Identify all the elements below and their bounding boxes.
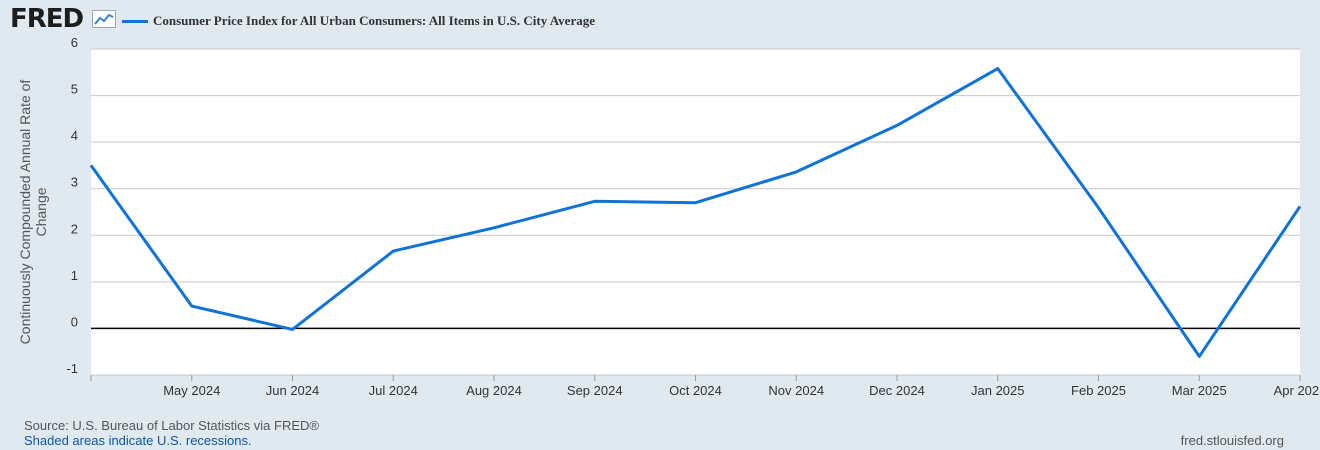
line-chart-icon (92, 10, 116, 28)
legend[interactable]: Consumer Price Index for All Urban Consu… (122, 13, 595, 29)
y-tick-label: -1 (66, 361, 78, 376)
x-tick-label: Dec 2024 (869, 383, 925, 398)
x-tick-label: May 2024 (163, 383, 220, 398)
x-tick-label: Jul 2024 (369, 383, 418, 398)
x-tick-label: Nov 2024 (768, 383, 824, 398)
x-tick-label: Oct 2024 (669, 383, 722, 398)
y-tick-label: 2 (71, 221, 78, 236)
y-axis-label: Continuously Compounded Annual Rate ofCh… (17, 80, 49, 345)
recession-note[interactable]: Shaded areas indicate U.S. recessions. (24, 433, 252, 448)
y-tick-label: 6 (71, 35, 78, 50)
series-line[interactable] (89, 67, 1302, 358)
x-tick-labels: May 2024 Jun 2024 Jul 2024 Aug 2024 Sep 2024… (90, 375, 1320, 398)
x-tick-label: Sep 2024 (567, 383, 623, 398)
y-tick-labels: -1 0 1 2 3 4 5 6 (66, 35, 78, 376)
site-url[interactable]: fred.stlouisfed.org (1180, 433, 1284, 448)
y-tick-label: 1 (71, 268, 78, 283)
legend-swatch (122, 19, 148, 23)
plot-area (91, 49, 1300, 375)
x-tick-label: Jan 2025 (971, 383, 1025, 398)
legend-label: Consumer Price Index for All Urban Consu… (153, 13, 595, 28)
y-axis-label-line: Continuously Compounded Annual Rate of (17, 80, 33, 345)
x-tick-label: Apr 2025 (1274, 383, 1320, 398)
x-tick-label: Aug 2024 (466, 383, 522, 398)
y-tick-label: 3 (71, 175, 78, 190)
y-tick-label: 4 (71, 128, 78, 143)
y-axis-label-line: Change (33, 187, 49, 236)
source-note: Source: U.S. Bureau of Labor Statistics … (24, 418, 319, 433)
y-tick-label: 5 (71, 82, 78, 97)
fred-logo[interactable]: FRED (10, 4, 84, 34)
x-tick-label: Mar 2025 (1172, 383, 1227, 398)
x-tick-label: Feb 2025 (1071, 383, 1126, 398)
x-tick-label: Jun 2024 (266, 383, 320, 398)
y-tick-label: 0 (71, 314, 78, 329)
